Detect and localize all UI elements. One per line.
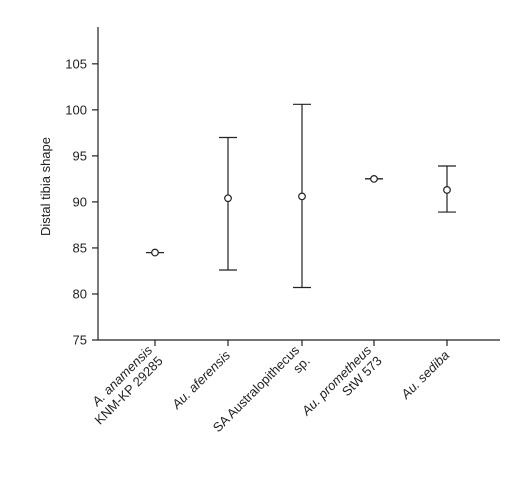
y-tick-label: 85 — [73, 240, 87, 255]
data-point-group — [219, 136, 237, 271]
mean-marker — [298, 192, 306, 201]
mean-marker — [443, 186, 451, 194]
mean-marker — [224, 194, 232, 203]
y-axis: 75 80 85 90 95 100 105 — [65, 27, 99, 348]
x-tick-label: Au. sediba — [397, 348, 452, 403]
y-tick-label: 75 — [73, 333, 87, 348]
data-point-group — [365, 174, 383, 183]
data-marks — [146, 103, 456, 289]
data-point-group — [293, 103, 311, 289]
data-point-group — [438, 165, 456, 213]
data-point-group — [146, 248, 164, 257]
y-axis-label: Distal tibia shape — [38, 137, 53, 236]
x-tick-label-line: Au. sediba — [397, 348, 452, 403]
mean-marker — [370, 174, 378, 183]
y-tick-label: 105 — [65, 56, 87, 71]
x-tick-label: Au. aferensis — [168, 347, 233, 412]
mean-marker — [151, 248, 159, 257]
y-tick-label: 80 — [73, 286, 87, 301]
y-tick-label: 90 — [73, 194, 87, 209]
y-tick-label: 100 — [65, 102, 87, 117]
x-tick-label-line: Au. aferensis — [168, 347, 233, 412]
y-tick-label: 95 — [73, 148, 87, 163]
